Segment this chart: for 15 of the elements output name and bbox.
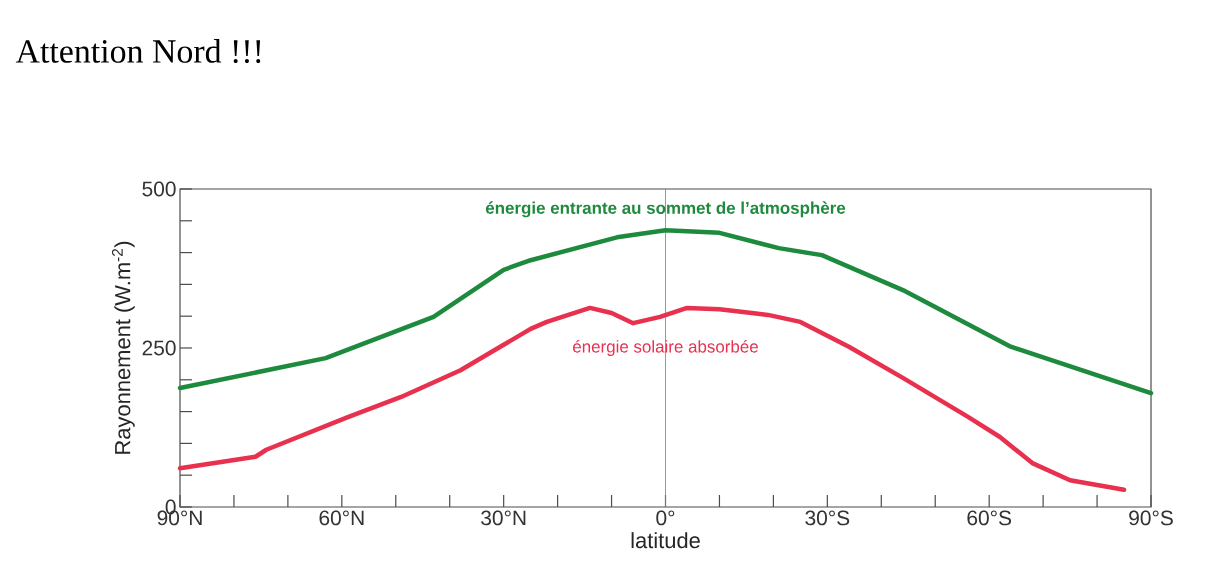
- x-tick-label: 60°N: [319, 510, 364, 526]
- series-label: énergie solaire absorbée: [573, 339, 758, 356]
- line-series: [177, 228, 1154, 396]
- x-axis-title: latitude: [631, 532, 700, 549]
- x-tick-label: 0°: [656, 510, 675, 526]
- y-axis-title: Rayonnement (W.m$^{-2}$): [111, 241, 135, 454]
- series-label: énergie entrante au sommet de l’atmosphère: [485, 201, 846, 218]
- text: Attention Nord !!!: [15, 39, 261, 63]
- x-tick-label: 90°S: [1129, 510, 1173, 526]
- x-tick-label: 30°S: [805, 510, 850, 526]
- x-tick-label: 30°N: [481, 510, 526, 526]
- line-series: [177, 305, 1127, 493]
- y-tick-label: 500: [142, 181, 176, 197]
- x-tick-label: 60°S: [967, 510, 1012, 526]
- y-tick-label: 250: [142, 340, 176, 356]
